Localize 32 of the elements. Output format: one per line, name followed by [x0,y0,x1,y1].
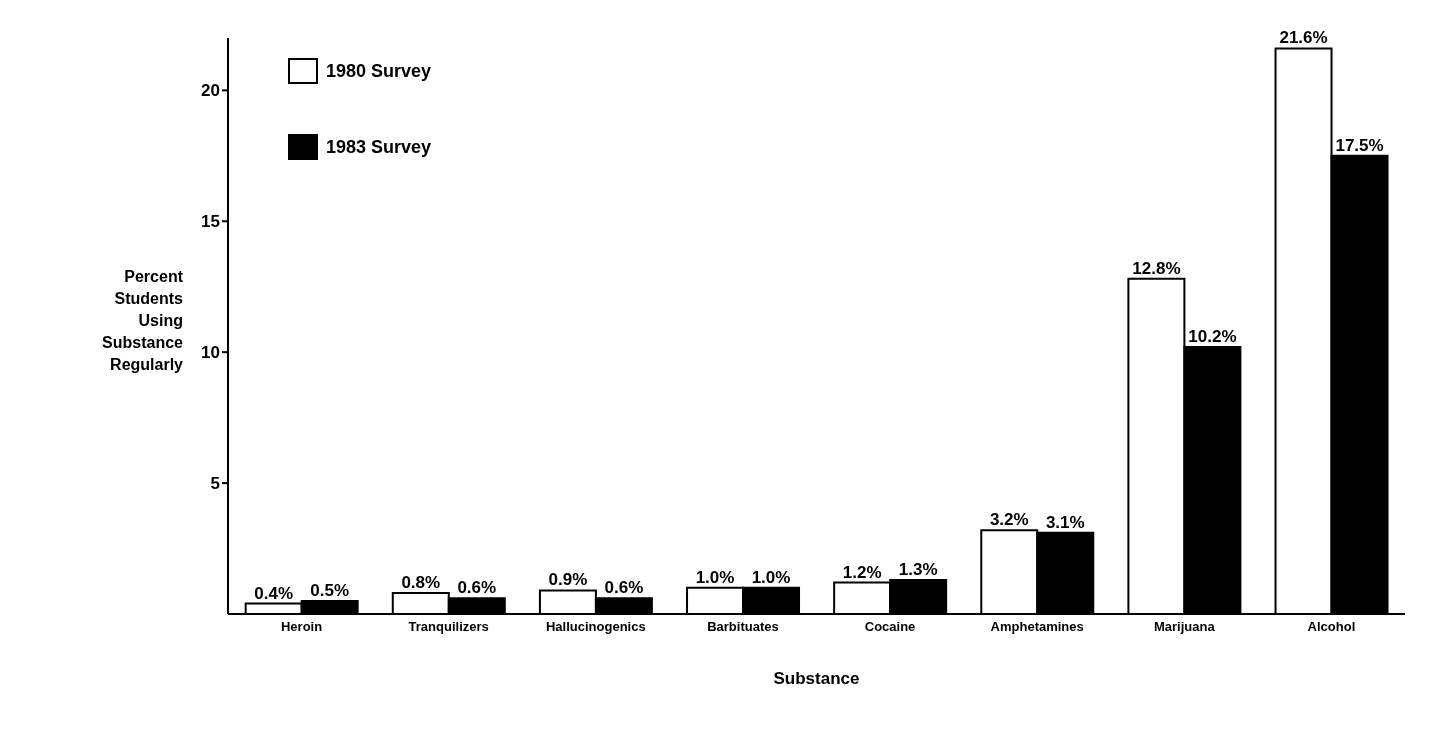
x-tick-label: Tranquilizers [408,619,489,635]
data-label: 0.9% [548,570,588,590]
data-label: 0.4% [254,583,294,603]
x-tick-label: Amphetamines [990,619,1084,635]
data-label: 17.5% [1335,135,1384,155]
data-label: 1.0% [751,567,791,587]
x-tick-label: Heroin [280,619,323,635]
data-label: 0.6% [457,578,497,598]
data-label: 12.8% [1132,258,1181,278]
x-tick-label: Marijuana [1153,619,1216,635]
x-tick-label: Hallucinogenics [545,619,646,635]
data-label: 1.3% [898,559,938,579]
data-label: 3.2% [989,510,1029,530]
data-label: 0.8% [401,573,441,593]
y-tick-label: 10 [201,343,220,363]
legend-label: 1983 Survey [326,136,432,158]
data-label: 1.0% [695,567,735,587]
data-label: 0.6% [604,578,644,598]
y-tick-label: 15 [201,212,220,232]
y-tick-label: 20 [201,81,220,101]
x-tick-label: Barbituates [707,619,779,635]
x-axis-title: Substance [773,669,860,688]
data-label: 1.2% [842,562,882,582]
y-axis-title: Percent Students Using Substance Regularly [102,268,184,373]
data-label: 3.1% [1045,512,1085,532]
x-tick-label: Alcohol [1307,619,1356,635]
y-tick-label: 5 [210,474,220,494]
data-label: 21.6% [1279,28,1328,48]
x-tick-label: Cocaine [864,619,916,635]
data-label: 0.5% [310,580,350,600]
data-label: 10.2% [1188,326,1237,346]
legend-label: 1980 Survey [326,60,432,82]
